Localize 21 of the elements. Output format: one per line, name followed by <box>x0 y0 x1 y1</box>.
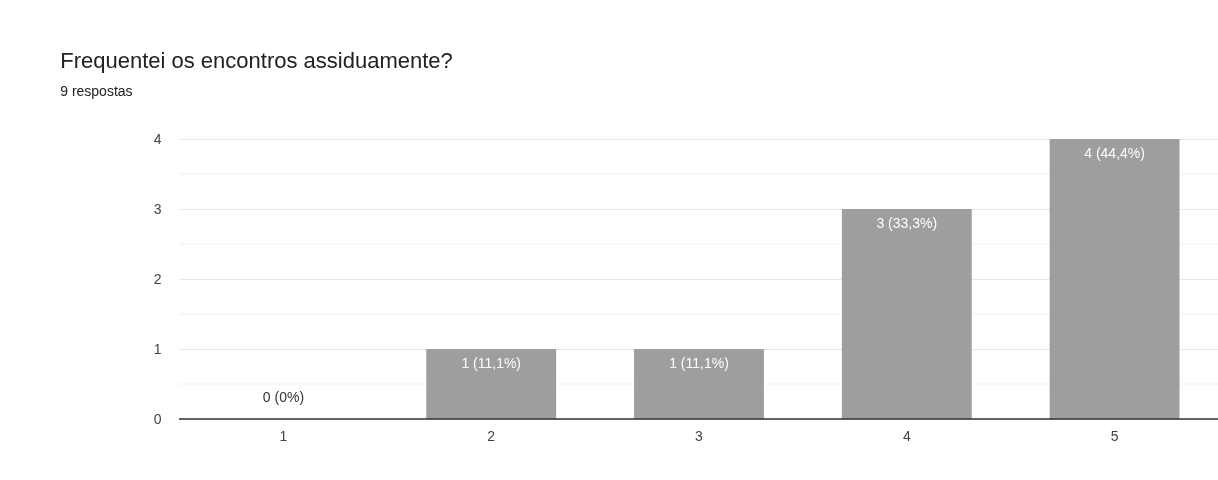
y-tick-label: 2 <box>153 270 162 287</box>
bar <box>841 209 972 419</box>
x-tick-label: 2 <box>487 427 496 444</box>
bar <box>1049 139 1180 419</box>
chart-title: Frequentei os encontros assiduamente? <box>60 48 453 73</box>
y-tick-label: 0 <box>153 410 162 427</box>
chart-subtitle: 9 respostas <box>60 83 133 99</box>
x-tick-label: 1 <box>279 427 288 444</box>
x-tick-label: 5 <box>1110 427 1119 444</box>
data-label: 3 (33,3%) <box>876 215 938 231</box>
data-label: 4 (44,4%) <box>1084 145 1145 161</box>
data-label: 1 (11,1%) <box>669 355 729 371</box>
data-label: 0 (0%) <box>262 389 305 405</box>
y-tick-label: 4 <box>153 130 162 147</box>
y-tick-label: 3 <box>153 200 162 217</box>
bar <box>426 349 557 419</box>
bar <box>634 349 764 419</box>
x-tick-label: 4 <box>902 427 911 444</box>
y-tick-label: 1 <box>153 340 162 357</box>
data-label: 1 (11,1%) <box>461 355 522 371</box>
x-tick-label: 3 <box>695 427 704 444</box>
